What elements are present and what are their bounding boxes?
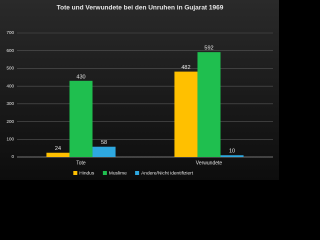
- y-tick-label: 200: [6, 119, 14, 124]
- background: [0, 0, 279, 180]
- chart-title: Tote und Verwundete bei den Unruhen in G…: [57, 5, 224, 12]
- data-label: 430: [76, 74, 85, 80]
- bar: [220, 155, 244, 157]
- bar: [46, 152, 70, 157]
- legend-swatch: [73, 171, 78, 175]
- data-label: 58: [101, 140, 107, 146]
- bar: [69, 80, 93, 157]
- x-tick-label: Tote: [76, 160, 86, 166]
- bar: [92, 146, 116, 157]
- data-label: 10: [229, 149, 235, 155]
- data-label: 482: [181, 65, 190, 71]
- y-tick-label: 100: [6, 136, 14, 141]
- y-tick-label: 300: [6, 101, 14, 106]
- bar: [174, 71, 198, 157]
- data-label: 592: [204, 46, 213, 52]
- legend-label: Muslime: [109, 170, 127, 176]
- legend-label: Hindus: [79, 170, 95, 176]
- y-tick-label: 600: [6, 48, 14, 53]
- legend-swatch: [102, 171, 107, 175]
- x-tick-label: Verwundete: [196, 160, 223, 166]
- y-tick-label: 500: [6, 66, 14, 71]
- legend-label: Andere/Nicht identifiziert: [141, 170, 194, 176]
- y-tick-label: 0: [11, 154, 14, 159]
- y-tick-label: 400: [6, 83, 14, 88]
- chart: Tote und Verwundete bei den Unruhen in G…: [0, 0, 279, 180]
- legend-swatch: [135, 171, 140, 175]
- bar: [197, 52, 221, 158]
- y-tick-label: 700: [6, 30, 14, 35]
- data-label: 24: [55, 146, 61, 152]
